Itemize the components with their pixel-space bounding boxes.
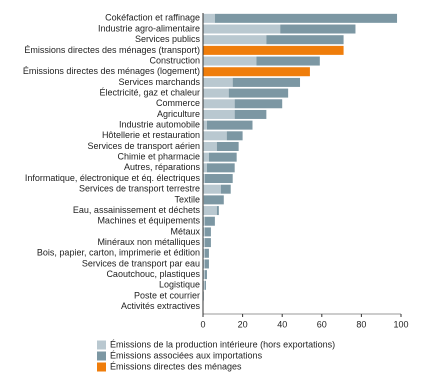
- bar-segment: [234, 99, 283, 109]
- category-label: Cokéfaction et raffinage: [105, 13, 200, 23]
- category-label: Services de transport par eau: [82, 258, 200, 268]
- category-label: Logistique: [159, 280, 200, 290]
- bar-segment: [216, 141, 239, 151]
- category-label: Machines et équipements: [97, 216, 200, 226]
- category-label: Industrie automobile: [119, 120, 200, 130]
- x-tick-label: 80: [356, 319, 366, 329]
- bar-segment: [203, 174, 205, 184]
- category-label: Eau, assainissement et déchets: [73, 205, 201, 215]
- x-tick-label: 60: [317, 319, 327, 329]
- bar-segment: [203, 13, 215, 23]
- bar-segment: [203, 56, 257, 66]
- bar-segment: [234, 109, 267, 119]
- x-tick-label: 20: [238, 319, 248, 329]
- category-label: Minéraux non métalliques: [97, 237, 200, 247]
- category-label: Services de transport terrestre: [79, 184, 200, 194]
- category-label: Bois, papier, carton, imprimerie et édit…: [37, 248, 200, 258]
- bar-segment: [203, 248, 205, 258]
- x-tick-label: 100: [393, 319, 408, 329]
- bar-segment: [206, 163, 235, 173]
- x-tick-label: 40: [277, 319, 287, 329]
- category-label: Informatique, électronique et éq. électr…: [25, 173, 201, 183]
- bar-segment: [203, 67, 310, 77]
- bar-segment: [204, 227, 211, 237]
- bar-segment: [204, 248, 209, 258]
- bar-segment: [232, 77, 301, 87]
- legend-swatch: [97, 340, 106, 350]
- category-label: Construction: [149, 55, 200, 65]
- bar-segment: [204, 270, 207, 280]
- category-label: Chimie et pharmacie: [117, 152, 200, 162]
- category-label: Émissions directes des ménages (transpor…: [24, 45, 200, 55]
- bar-segment: [204, 259, 209, 269]
- category-label: Autres, réparations: [124, 162, 201, 172]
- category-label: Émissions directes des ménages (logement…: [23, 66, 200, 76]
- bar-segment: [280, 24, 356, 34]
- bar-segment: [203, 184, 221, 194]
- legend-swatch: [97, 362, 106, 372]
- bar-segment: [203, 206, 217, 216]
- bar-segment: [203, 120, 207, 130]
- bar-segment: [266, 35, 344, 45]
- bar-segment: [203, 77, 233, 87]
- bar-segment: [203, 280, 205, 290]
- bar-segment: [203, 99, 235, 109]
- bar-segment: [203, 227, 205, 237]
- legend-swatch: [97, 351, 106, 361]
- category-label: Commerce: [156, 98, 200, 108]
- category-label: Hôtellerie et restauration: [102, 130, 200, 140]
- category-label: Services publics: [135, 34, 201, 44]
- bar-segment: [256, 56, 320, 66]
- bar-segment: [226, 131, 243, 141]
- bar-segment: [216, 206, 219, 216]
- bar-segment: [203, 238, 205, 248]
- bar-segment: [204, 216, 215, 226]
- bar-segment: [203, 109, 235, 119]
- bar-segment: [203, 195, 224, 205]
- bar-segment: [214, 13, 398, 23]
- category-label: Industrie agro-alimentaire: [98, 23, 200, 33]
- bar-segment: [203, 141, 217, 151]
- category-label: Électricité, gaz et chaleur: [99, 87, 200, 97]
- bar-segment: [220, 184, 231, 194]
- bar-segment: [203, 270, 205, 280]
- category-label: Caoutchouc, plastiques: [106, 269, 200, 279]
- bar-segment: [203, 88, 229, 98]
- bar-segment: [206, 120, 253, 130]
- bar-segment: [203, 45, 344, 55]
- category-label: Activités extractives: [121, 301, 201, 311]
- bar-segment: [208, 152, 237, 162]
- bar-segment: [203, 216, 205, 226]
- category-label: Textile: [174, 194, 200, 204]
- bar-segment: [203, 24, 281, 34]
- legend-label: Émissions directes des ménages: [110, 361, 242, 371]
- category-label: Poste et courrier: [134, 290, 200, 300]
- legend-label: Émissions de la production intérieure (h…: [110, 339, 335, 349]
- bar-segment: [203, 35, 267, 45]
- bar-segment: [203, 163, 207, 173]
- category-label: Agriculture: [157, 109, 200, 119]
- bar-segment: [228, 88, 289, 98]
- category-label: Services marchands: [118, 77, 200, 87]
- category-label: Services de transport aérien: [87, 141, 200, 151]
- bar-segment: [204, 238, 211, 248]
- x-tick-label: 0: [200, 319, 205, 329]
- bar-segment: [204, 174, 233, 184]
- bar-segment: [203, 131, 227, 141]
- bar-segment: [203, 152, 209, 162]
- bar-segment: [204, 280, 206, 290]
- bar-segment: [203, 259, 205, 269]
- legend-label: Émissions associées aux importations: [110, 350, 263, 360]
- category-label: Métaux: [170, 226, 200, 236]
